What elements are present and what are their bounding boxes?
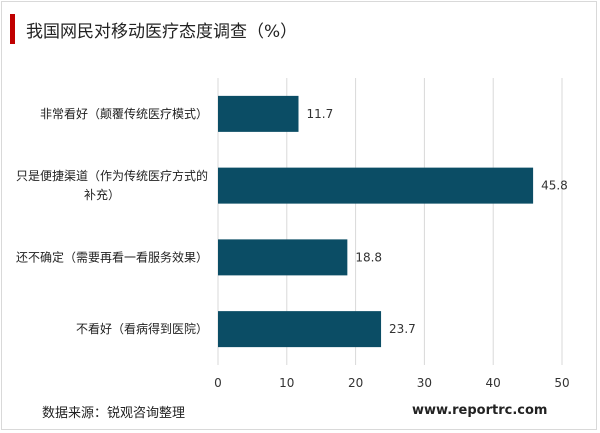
title-accent-bar bbox=[10, 14, 15, 44]
data-source: 数据来源：锐观咨询整理 bbox=[42, 406, 186, 421]
x-tick-label: 10 bbox=[279, 376, 294, 390]
bar-value-label: 18.8 bbox=[355, 250, 382, 264]
bar-value-label: 45.8 bbox=[541, 179, 568, 193]
category-label: 补充） bbox=[84, 187, 120, 202]
chart-title: 我国网民对移动医疗态度调查（%） bbox=[26, 22, 298, 42]
x-tick-label: 0 bbox=[214, 376, 222, 390]
category-label: 只是便捷渠道（作为传统医疗方式的 bbox=[16, 168, 208, 183]
watermark: www.reportrc.com bbox=[412, 403, 548, 418]
category-label: 不看好（看病得到医院） bbox=[76, 321, 208, 336]
bar bbox=[218, 167, 534, 204]
x-tick-label: 20 bbox=[348, 376, 363, 390]
category-label: 还不确定（需要再看一看服务效果） bbox=[16, 249, 208, 264]
bar bbox=[218, 311, 382, 348]
bar-value-label: 23.7 bbox=[389, 322, 416, 336]
bar-value-label: 11.7 bbox=[306, 107, 333, 121]
bar bbox=[218, 95, 299, 132]
x-tick-label: 40 bbox=[486, 376, 501, 390]
category-label: 非常看好（颠覆传统医疗模式） bbox=[40, 106, 208, 121]
x-tick-label: 50 bbox=[554, 376, 569, 390]
x-tick-label: 30 bbox=[417, 376, 432, 390]
bar bbox=[218, 239, 348, 276]
